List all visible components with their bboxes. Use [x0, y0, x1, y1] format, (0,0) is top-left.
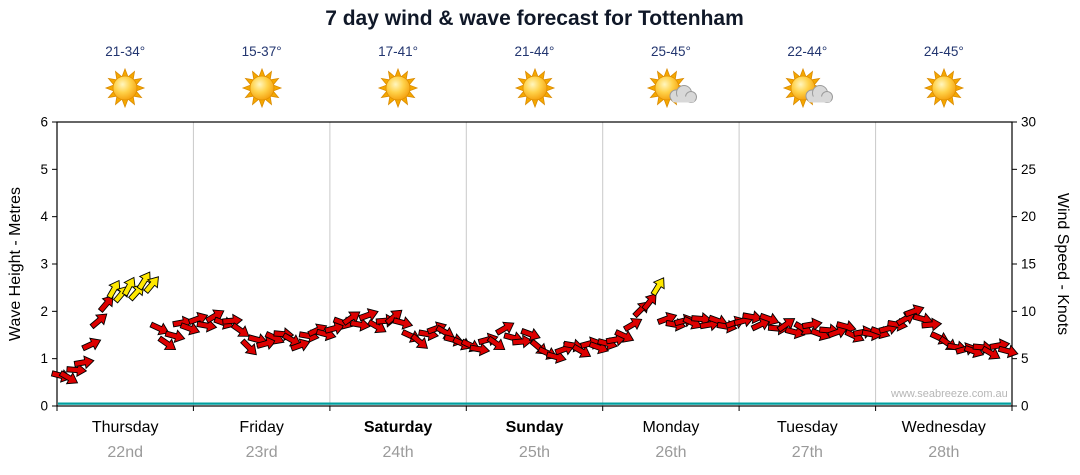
wind-arrow [384, 309, 403, 326]
wind-arrow [641, 293, 657, 312]
day-date: 26th [655, 444, 687, 461]
day-temperature-range: 22-44° [787, 44, 828, 59]
wind-arrow [81, 337, 102, 352]
day-temperature-range: 25-45° [650, 44, 691, 59]
wind-arrow [614, 329, 635, 343]
day-date: 23rd [245, 444, 278, 461]
wind-arrow [827, 325, 848, 339]
wind-arrow [980, 345, 1001, 360]
wind-arrow [97, 295, 114, 313]
day-temperature-range: 21-44° [514, 44, 555, 59]
page-title: 7 day wind & wave forecast for Tottenham [325, 7, 744, 30]
sun-icon [372, 67, 424, 110]
sun-cloud-icon [641, 67, 701, 110]
wind-arrow [750, 317, 771, 332]
right-axis-tick: 20 [1021, 209, 1036, 224]
sun-icon [236, 67, 288, 110]
right-axis-tick: 10 [1021, 304, 1036, 319]
wind-arrow [143, 276, 159, 294]
day-date: 28th [928, 444, 960, 461]
wind-arrow [650, 277, 665, 297]
day-name: Sunday [505, 419, 564, 436]
wind-arrow [149, 321, 170, 336]
day-temperature-range: 15-37° [241, 44, 282, 59]
wind-arrow [324, 321, 346, 335]
sun-cloud-icon [777, 67, 837, 110]
wind-arrow [742, 310, 764, 325]
wind-arrow [469, 342, 491, 357]
left-axis-tick: 3 [40, 257, 48, 272]
wind-arrow [341, 311, 361, 326]
wind-arrow [222, 313, 244, 328]
day-date: 22nd [107, 444, 143, 461]
wind-arrow [486, 335, 506, 350]
right-axis-tick: 0 [1021, 399, 1029, 414]
plot-border [56, 121, 1013, 407]
wind-arrow [89, 313, 108, 330]
left-axis-tick: 1 [40, 351, 48, 366]
day-date: 25th [518, 444, 551, 461]
right-axis-tick: 30 [1021, 115, 1036, 130]
right-axis-tick: 5 [1021, 351, 1029, 366]
left-axis-tick: 2 [40, 304, 48, 319]
wind-arrow [895, 312, 916, 327]
day-temperature-range: 17-41° [378, 44, 419, 59]
left-axis-tick: 6 [40, 115, 48, 130]
day-date: 24th [382, 444, 414, 461]
left-axis-tick: 4 [40, 209, 48, 224]
wind-arrow [410, 333, 429, 349]
left-axis-tick: 5 [40, 162, 48, 177]
wind-arrow [157, 335, 177, 350]
wind-arrow [494, 321, 515, 336]
left-axis-title: Wave Height - Metres [7, 186, 24, 342]
wind-arrow [179, 322, 201, 336]
wind-arrow [290, 338, 311, 352]
day-name: Wednesday [901, 419, 986, 436]
wind-arrow [801, 317, 823, 332]
wind-arrow [66, 363, 88, 378]
wind-arrow [136, 271, 151, 291]
day-name: Thursday [91, 419, 159, 436]
wind-arrow [240, 338, 257, 356]
wind-arrow [255, 336, 277, 351]
day-name: Monday [642, 419, 700, 436]
wind-arrow [622, 317, 643, 332]
day-name: Tuesday [776, 419, 838, 436]
wind-arrow [187, 311, 209, 326]
right-axis-tick: 15 [1021, 257, 1036, 272]
day-temperature-range: 21-34° [105, 44, 146, 59]
wind-arrow [392, 316, 414, 330]
wind-arrow [106, 279, 121, 300]
wind-arrow [230, 322, 250, 337]
wind-arrow [358, 308, 379, 322]
watermark: www.seabreeze.com.au [891, 388, 1008, 400]
wind-arrow [58, 370, 79, 385]
day-name: Saturday [363, 419, 433, 436]
sun-icon [918, 67, 970, 110]
wind-arrow [759, 312, 780, 326]
sun-icon [99, 67, 151, 110]
wind-arrow [921, 317, 943, 332]
day-temperature-range: 24-45° [923, 44, 964, 59]
day-name: Friday [239, 419, 284, 436]
wind-arrow [349, 317, 371, 332]
wind-arrow [520, 327, 541, 342]
wind-arrow [121, 276, 136, 297]
wind-arrow [903, 304, 925, 318]
right-axis-tick: 25 [1021, 162, 1036, 177]
wind-arrow [73, 355, 95, 370]
right-axis-title: Wind Speed - Knots [1054, 192, 1071, 336]
wind-arrow [164, 329, 186, 343]
wind-arrow [512, 334, 533, 349]
sun-icon [509, 67, 561, 110]
wind-arrow [776, 318, 796, 333]
day-date: 27th [791, 444, 823, 461]
left-axis-tick: 0 [40, 399, 48, 414]
wind-arrow [997, 344, 1019, 359]
